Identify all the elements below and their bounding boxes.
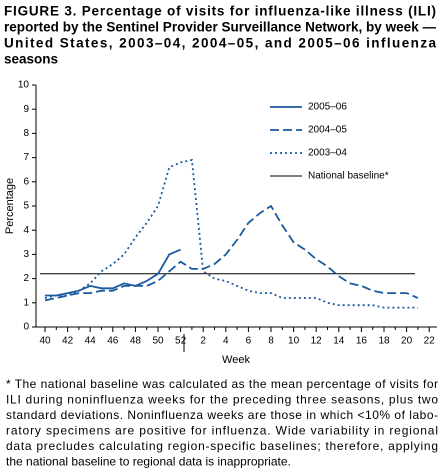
y-tick-label: 4 [23, 225, 29, 236]
x-tick-label: 10 [288, 336, 300, 347]
footnote: * The national baseline was calculated a… [6, 377, 438, 391]
x-tick-label: 48 [130, 336, 142, 347]
y-tick-label: 7 [23, 152, 29, 163]
series-line [44, 158, 418, 309]
series-line [45, 248, 181, 297]
x-tick-label: 8 [268, 336, 274, 347]
x-tick-label: 52 [175, 336, 187, 347]
x-tick-label: 2 [200, 336, 206, 347]
x-tick-label: 40 [39, 336, 51, 347]
x-tick-label: 6 [246, 336, 252, 347]
footnote: ILI during noninfluenza weeks for the pr… [6, 393, 438, 407]
x-tick-label: 4 [223, 336, 229, 347]
chart-title: seasons [4, 52, 58, 67]
x-tick-label: 20 [401, 336, 413, 347]
footnote: the national baseline to regional data i… [6, 455, 291, 469]
legend-label: 2003–04 [308, 148, 347, 159]
x-tick-label: 18 [378, 336, 390, 347]
y-tick-label: 3 [23, 249, 29, 260]
footnote: data precludes calculating region-specif… [6, 439, 438, 453]
x-tick-label: 16 [356, 336, 368, 347]
y-tick-label: 2 [23, 273, 29, 284]
chart-title: United States, 2003–04, 2004–05, and 200… [4, 36, 436, 51]
x-tick-label: 44 [85, 336, 97, 347]
x-tick-label: 12 [311, 336, 323, 347]
series-line [44, 204, 419, 302]
x-tick-label: 42 [62, 336, 74, 347]
y-tick-label: 9 [23, 104, 29, 115]
chart-title: FIGURE 3. Percentage of visits for influ… [4, 4, 436, 19]
y-tick-label: 5 [23, 201, 29, 212]
y-tick-label: 10 [18, 80, 30, 91]
footnote: ratory specimens are positive for influe… [6, 424, 438, 438]
y-tick-label: 6 [23, 176, 29, 187]
legend-label: 2005–06 [308, 102, 347, 113]
chart-title: reported by the Sentinel Provider Survei… [4, 20, 437, 35]
x-tick-label: 50 [152, 336, 164, 347]
x-tick-label: 22 [424, 336, 436, 347]
legend-label: National baseline* [308, 171, 389, 182]
x-axis-label: Week [222, 354, 250, 366]
x-tick-label: 46 [107, 336, 119, 347]
y-axis-label: Percentage [4, 178, 16, 234]
legend-label: 2004–05 [308, 125, 347, 136]
y-tick-label: 1 [23, 297, 29, 308]
y-tick-label: 0 [23, 322, 29, 333]
x-tick-label: 14 [333, 336, 345, 347]
y-tick-label: 8 [23, 128, 29, 139]
footnote: standard deviations. Noninfluenza weeks … [6, 408, 438, 422]
